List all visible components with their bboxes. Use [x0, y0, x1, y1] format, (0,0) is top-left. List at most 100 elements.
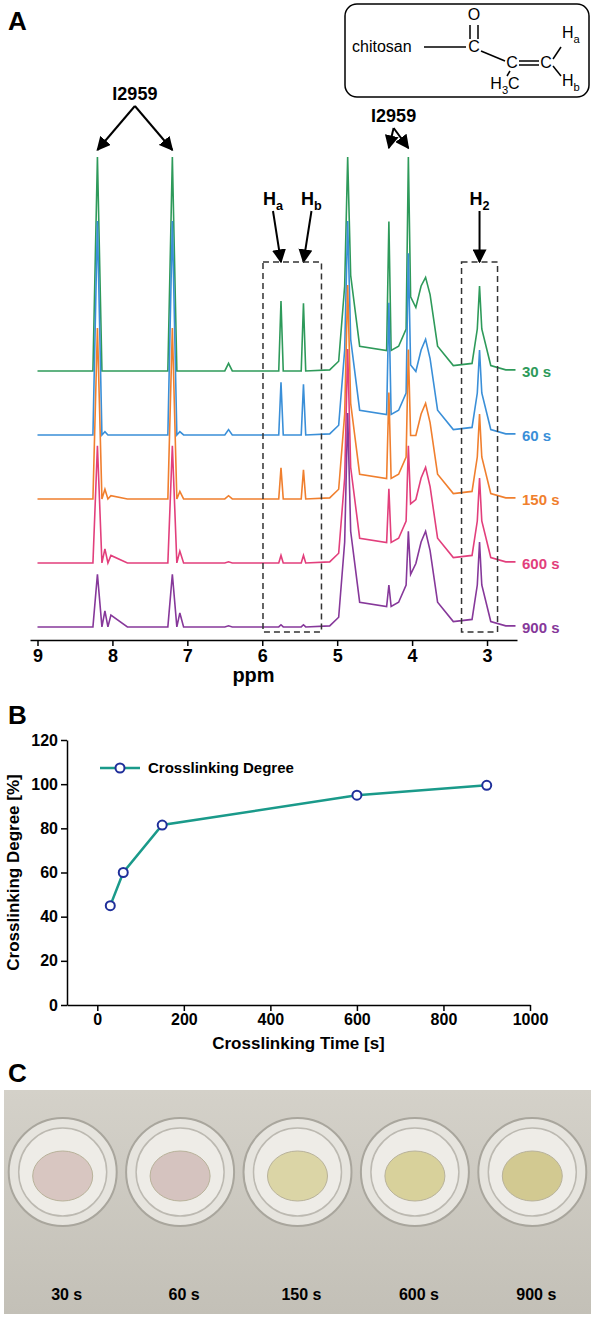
- sample-label: 900 s: [516, 1286, 556, 1303]
- axis-line: [31, 640, 518, 642]
- tick-label: 9: [33, 646, 43, 666]
- sample: [385, 1151, 445, 1201]
- atom-label: Hb: [562, 72, 580, 93]
- atom-label: C: [540, 54, 552, 71]
- text-part: C: [540, 54, 552, 71]
- marker: [482, 781, 491, 790]
- tick: 8: [108, 640, 118, 666]
- sample: [150, 1151, 210, 1201]
- tick-label: 0: [93, 1011, 102, 1028]
- series-label: 30 s: [522, 363, 551, 380]
- annotation: Hb: [301, 189, 322, 213]
- tick: 1000: [513, 1005, 549, 1028]
- tick: 0: [49, 997, 67, 1014]
- atom-label: Ha: [562, 24, 581, 45]
- well-inner: [136, 1128, 224, 1216]
- tick-label: 7: [183, 646, 193, 666]
- tick-label: 1000: [513, 1011, 549, 1028]
- text-part: H: [301, 189, 314, 209]
- annotation-arrow: [394, 128, 409, 148]
- tick-label: 200: [171, 1011, 198, 1028]
- x-axis: 9876543: [31, 640, 518, 666]
- axis-title: ppm: [232, 664, 274, 686]
- sample-label: 150 s: [281, 1286, 321, 1303]
- well: [9, 1118, 117, 1226]
- tick-mark: [61, 872, 67, 874]
- annotation: I2959: [112, 84, 157, 104]
- well: [126, 1118, 234, 1226]
- subscript: a: [276, 199, 284, 213]
- sample: [33, 1151, 93, 1201]
- tick-mark: [97, 1005, 99, 1011]
- tick-mark: [61, 740, 67, 742]
- text-part: chitosan: [352, 38, 412, 55]
- tick-label: 60: [40, 864, 58, 881]
- subscript: b: [574, 81, 580, 93]
- tick-mark: [270, 1005, 272, 1011]
- text-part: H: [562, 24, 574, 41]
- atom-label: O: [468, 6, 480, 23]
- tick-label: 40: [40, 908, 58, 925]
- text-part: H: [470, 189, 483, 209]
- x-axis: 0 200 400 600 800 1000: [68, 1005, 549, 1028]
- tick: 100: [31, 776, 67, 793]
- series-label: 900 s: [522, 619, 560, 636]
- tick-label: 120: [31, 732, 58, 749]
- figure: A30 s60 s150 s600 s900 s9876543ppmI2959H…: [0, 0, 595, 1317]
- tick-label: 3: [483, 646, 493, 666]
- series-label: 150 s: [522, 491, 560, 508]
- tick: 800: [431, 1005, 458, 1028]
- bond: [507, 71, 510, 76]
- axis-title: Crosslinking Time [s]: [212, 1034, 385, 1053]
- tick-label: 800: [431, 1011, 458, 1028]
- annotation-arrow: [479, 211, 481, 262]
- annotation-arrow: [273, 211, 281, 262]
- tick: 0: [93, 1005, 102, 1028]
- region-box: [263, 262, 321, 632]
- tick-label: 100: [31, 776, 58, 793]
- sample: [268, 1151, 328, 1201]
- panel-label: B: [8, 700, 27, 730]
- atom-label: C: [506, 54, 518, 71]
- tick-mark: [357, 1005, 359, 1011]
- tick: 9: [33, 640, 43, 666]
- photo-background: [4, 1090, 591, 1314]
- marker: [106, 901, 115, 910]
- tick: 7: [183, 640, 193, 666]
- atom-label: chitosan: [352, 38, 412, 55]
- subscript: b: [314, 199, 322, 213]
- bond: [519, 60, 539, 62]
- text-part: H: [490, 75, 502, 92]
- bond: [481, 51, 505, 61]
- bond: [519, 64, 539, 66]
- tick-label: 0: [49, 997, 58, 1014]
- plot-area: [106, 781, 491, 910]
- marker: [158, 821, 167, 830]
- well: [478, 1118, 586, 1226]
- tick-label: 8: [108, 646, 118, 666]
- bond: [553, 47, 561, 59]
- structure: chitosanOCCCH3CHaHb: [345, 4, 589, 97]
- atom-label: H3C: [490, 75, 519, 96]
- well-inner: [488, 1128, 576, 1216]
- sample-label: 600 s: [399, 1286, 439, 1303]
- text-part: H: [562, 72, 574, 89]
- spectrum-line: [37, 285, 515, 499]
- spectrum-line: [37, 413, 515, 627]
- marker: [119, 868, 128, 877]
- tick: 120: [31, 732, 67, 749]
- series-label: 600 s: [522, 555, 560, 572]
- spectrum-line: [37, 157, 515, 371]
- tick-label: 400: [258, 1011, 285, 1028]
- tick: 4: [408, 640, 418, 666]
- well: [244, 1118, 352, 1226]
- structure-frame: [345, 4, 589, 97]
- subscript: a: [574, 33, 581, 45]
- tick: 400: [258, 1005, 285, 1028]
- series-label: 60 s: [522, 427, 551, 444]
- axis-line: [68, 1005, 531, 1007]
- sample-label: 60 s: [169, 1286, 200, 1303]
- tick: 600: [344, 1005, 371, 1028]
- tick: 60: [40, 864, 67, 881]
- marker: [352, 791, 361, 800]
